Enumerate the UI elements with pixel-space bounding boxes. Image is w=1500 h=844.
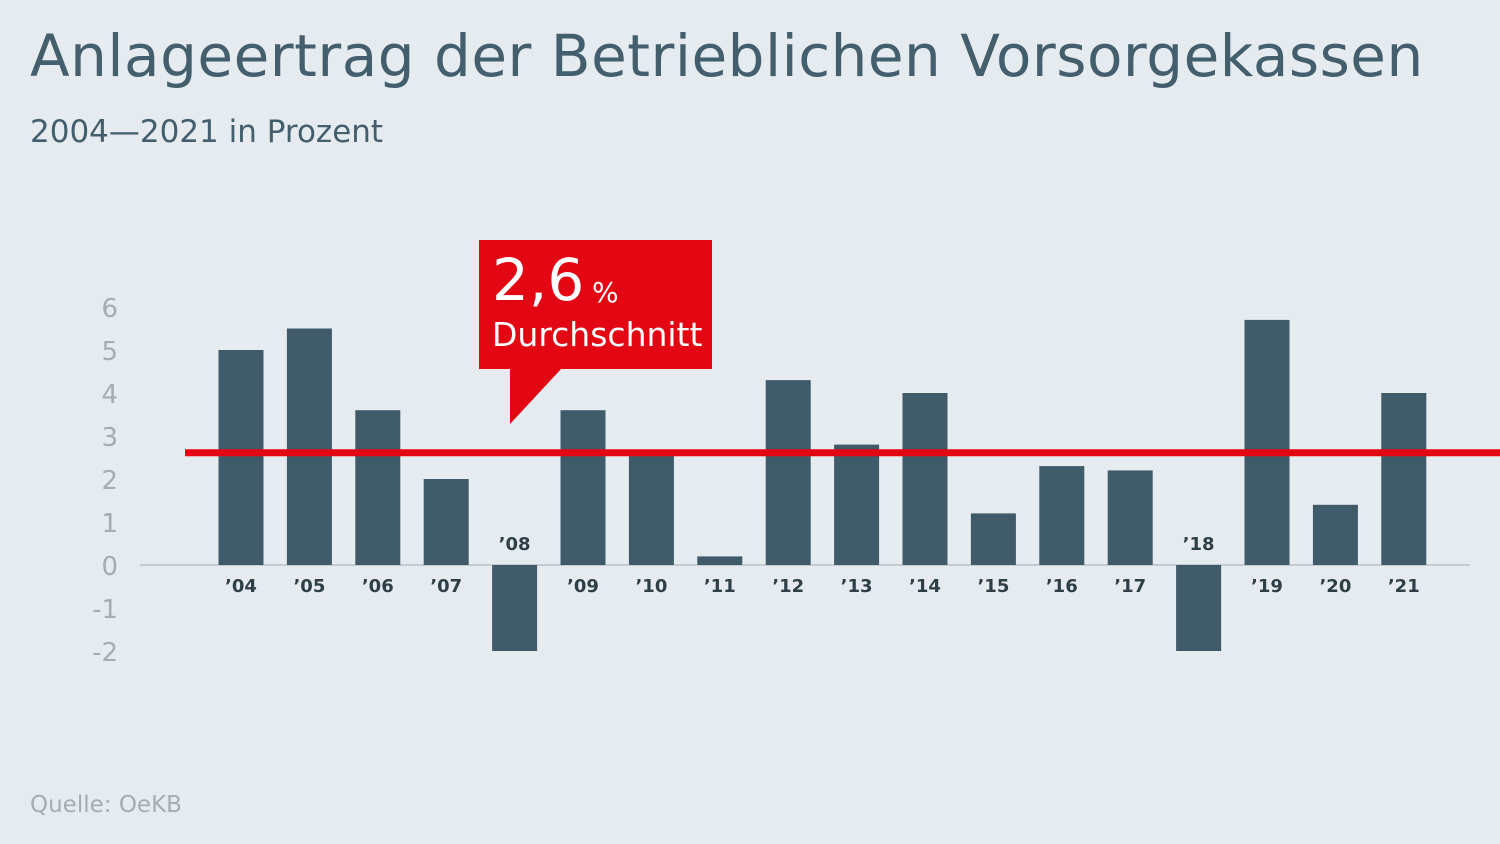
y-tick-label: -1: [92, 595, 118, 625]
x-tick-label: ’14: [909, 576, 941, 597]
bar: [355, 410, 401, 565]
x-tick-label: ’21: [1388, 576, 1420, 597]
x-tick-label: ’17: [1114, 576, 1146, 597]
average-label: Durchschnitt: [492, 315, 703, 354]
bar: [628, 453, 674, 565]
x-tick-label: ’20: [1319, 576, 1351, 597]
bar: [834, 444, 880, 565]
average-value: 2,6: [492, 246, 585, 314]
bar: [1039, 466, 1085, 565]
bar: [560, 410, 606, 565]
bar: [970, 513, 1016, 565]
bar: [286, 328, 332, 565]
chart-title: Anlageertrag der Betrieblichen Vorsorgek…: [30, 22, 1424, 90]
bar: [1381, 393, 1427, 565]
bar: [218, 350, 264, 565]
x-tick-label: ’05: [293, 576, 325, 597]
y-tick-label: 4: [101, 380, 118, 410]
source-note: Quelle: OeKB: [30, 792, 182, 818]
average-callout: 2,6 % Durchschnitt: [479, 240, 712, 369]
y-tick-label: 2: [101, 466, 118, 496]
x-tick-label: ’19: [1251, 576, 1283, 597]
x-tick-label: ’15: [977, 576, 1009, 597]
bar: [492, 565, 538, 651]
y-tick-label: 3: [101, 423, 118, 453]
bar: [423, 479, 469, 565]
bar: [1176, 565, 1222, 651]
y-tick-label: -2: [92, 638, 118, 668]
x-tick-label: ’13: [841, 576, 873, 597]
bar: [1244, 319, 1290, 565]
x-tick-label: ’07: [430, 576, 462, 597]
bar: [1107, 470, 1153, 565]
x-tick-label: ’10: [635, 576, 667, 597]
bar: [1312, 504, 1358, 565]
x-tick-label: ’06: [362, 576, 394, 597]
callout-pointer: [510, 368, 562, 424]
x-tick-label: ’04: [225, 576, 257, 597]
chart-subtitle: 2004—2021 in Prozent: [30, 114, 384, 150]
y-tick-label: 1: [101, 509, 118, 539]
y-tick-label: 0: [101, 552, 118, 582]
average-unit: %: [592, 276, 619, 309]
bar: [902, 393, 948, 565]
y-tick-label: 5: [101, 337, 118, 367]
bar: [765, 380, 811, 565]
x-tick-label: ’12: [772, 576, 804, 597]
x-tick-label: ’16: [1046, 576, 1078, 597]
bar: [697, 556, 743, 565]
x-tick-label: ’09: [567, 576, 599, 597]
x-tick-label: ’18: [1183, 534, 1215, 555]
x-tick-label: ’08: [499, 534, 531, 555]
y-tick-label: 6: [101, 294, 118, 324]
x-tick-label: ’11: [704, 576, 736, 597]
